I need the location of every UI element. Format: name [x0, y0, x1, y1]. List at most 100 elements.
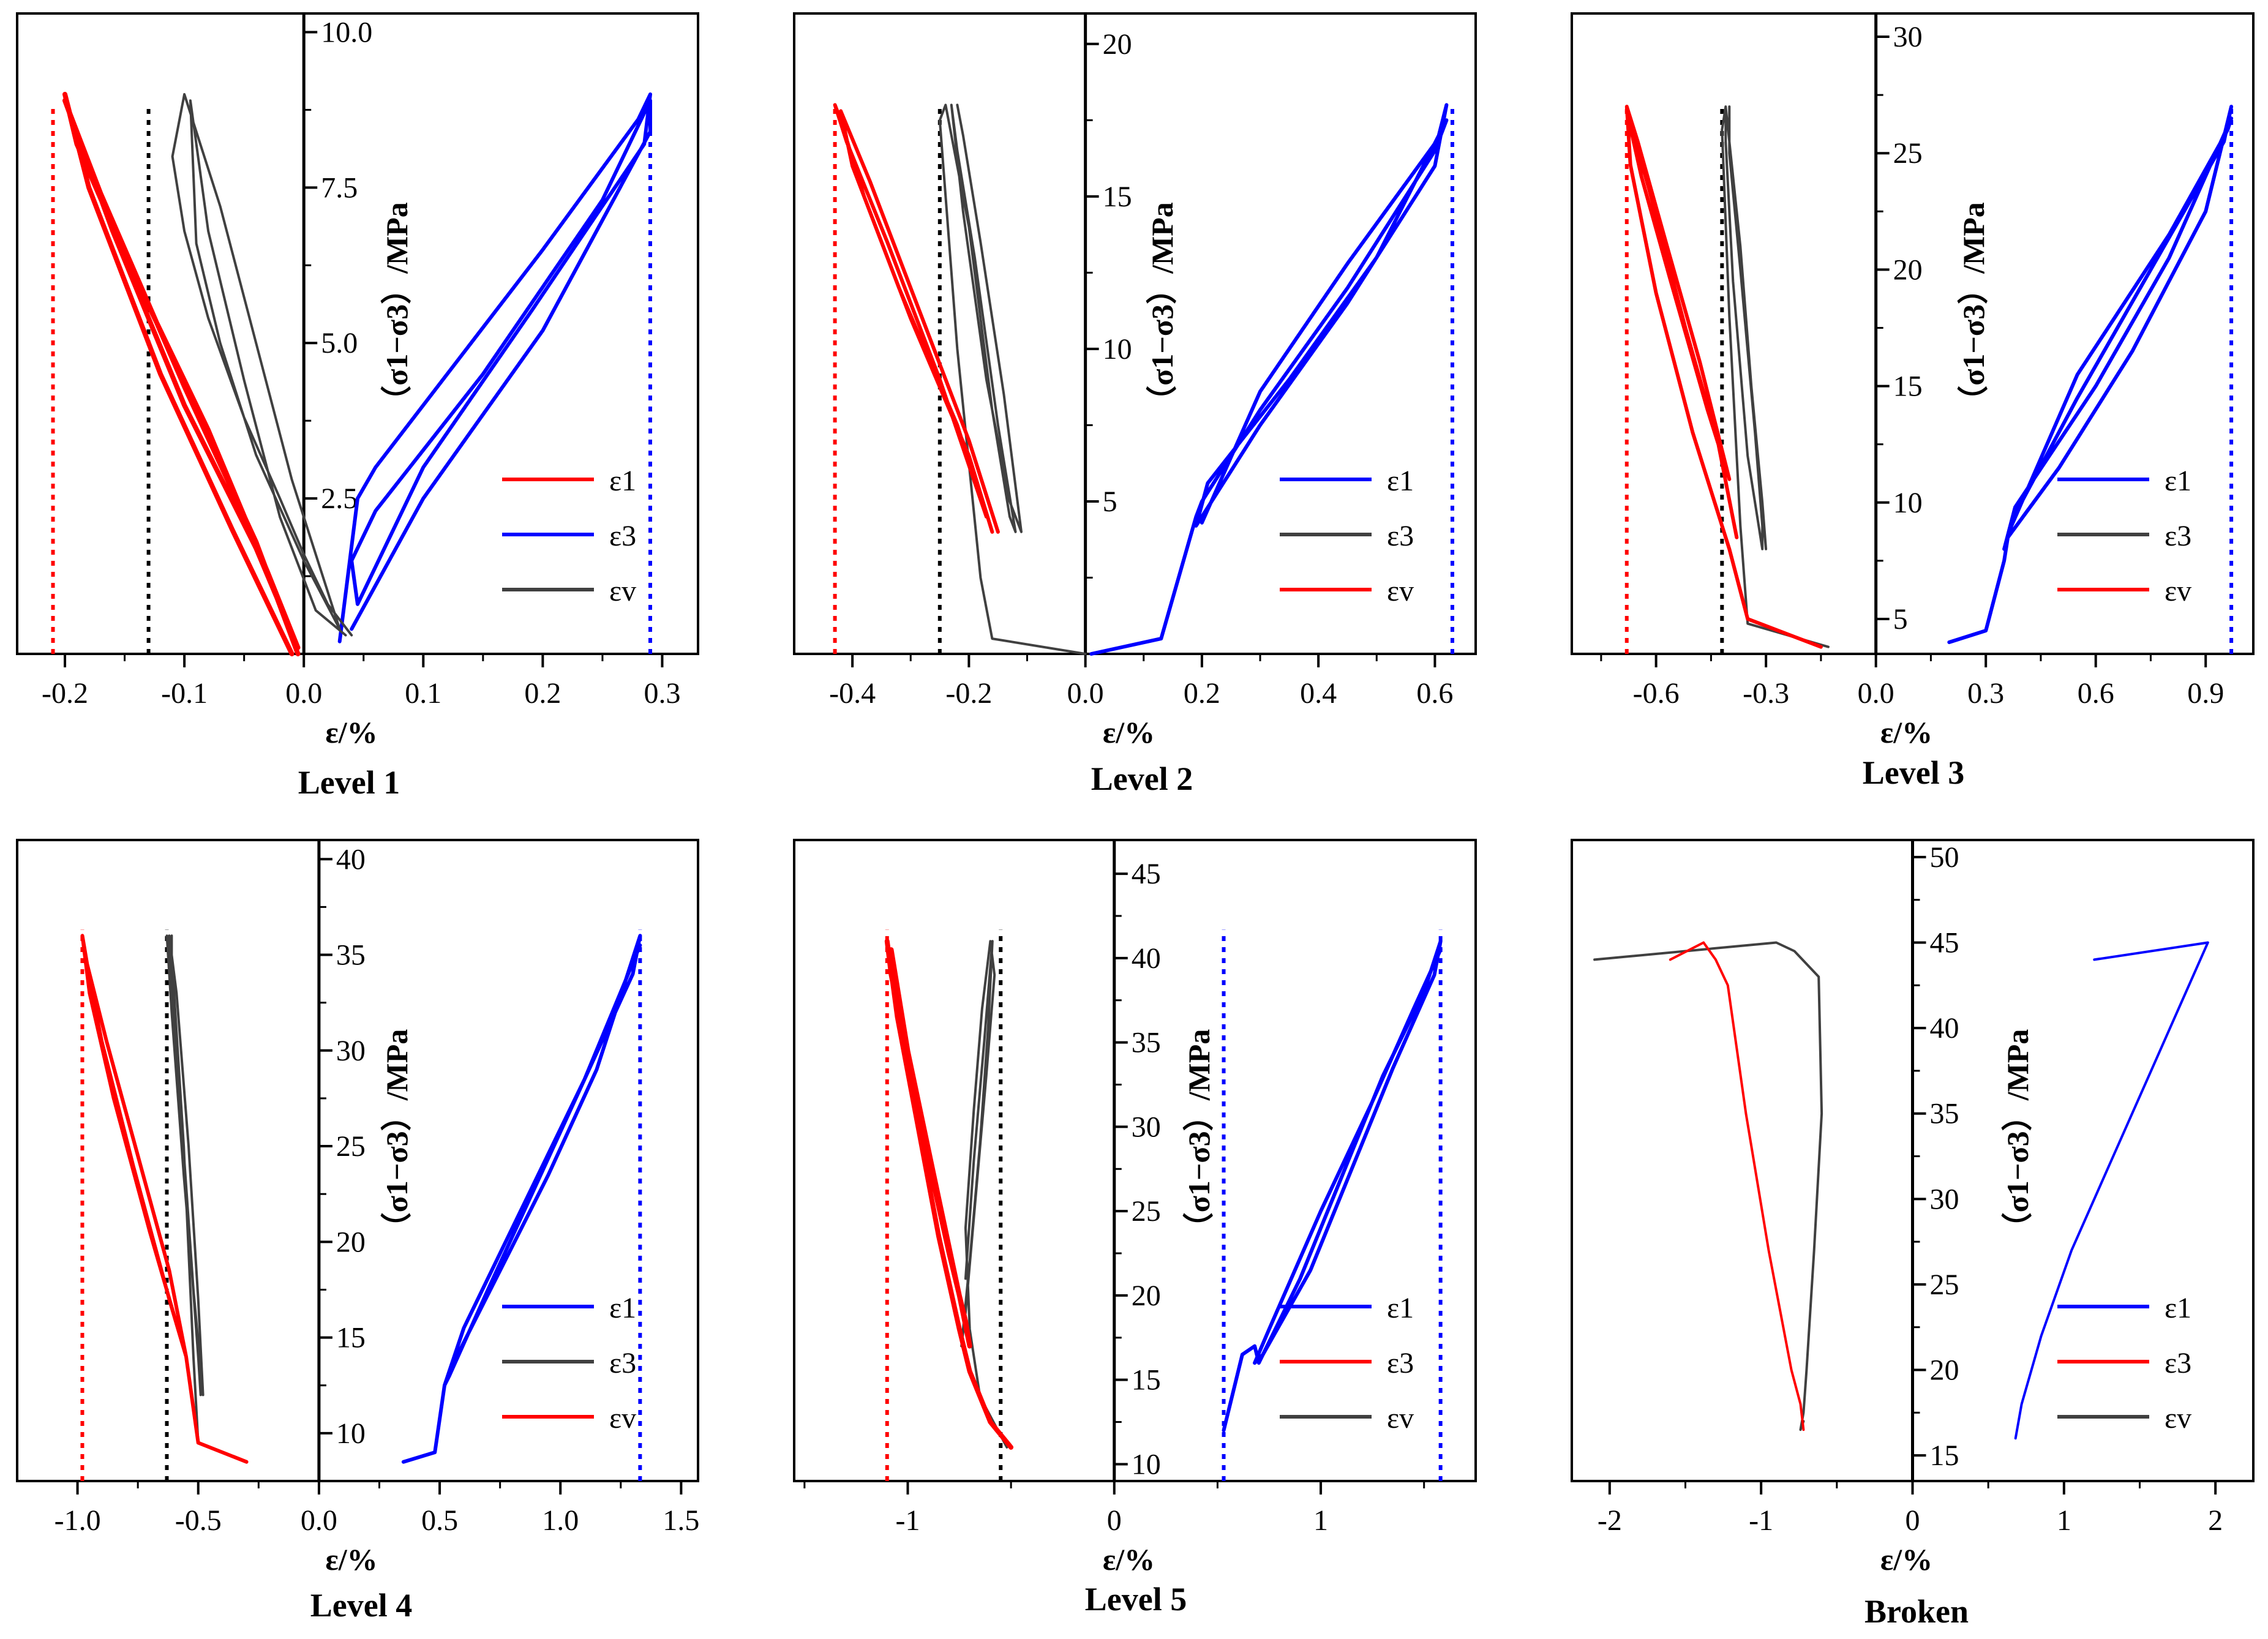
legend-label: εv: [2165, 575, 2191, 607]
chart-panel-6: -2 -1 0 1 2 15 20 25 30 35 40 45 50 （σ1−σ3）/MPa ε/% Bro…: [1571, 839, 2255, 1630]
y-axis-label: （σ1−σ3）/MPa: [380, 1029, 414, 1243]
series-line-3: [833, 103, 1000, 534]
series-line-1: [1089, 103, 1449, 656]
legend-label: ε1: [609, 465, 636, 497]
panel-title: Level 4: [310, 1587, 412, 1624]
legend-label: ε3: [1387, 1347, 1414, 1379]
chart-panel-1: -0.2 -0.1 0.0 0.1 0.2 0.3 2.5 5.0 7.5 10.0 （σ1−σ3）…: [16, 12, 699, 801]
panel-title: Level 3: [1863, 754, 1964, 791]
x-axis-label: ε/%: [1880, 715, 1932, 749]
x-tick-label: -1: [1749, 1504, 1773, 1537]
y-tick-label: 10: [1132, 1448, 1161, 1480]
legend-label: ε1: [2165, 1292, 2191, 1324]
y-tick-label: 40: [336, 843, 366, 876]
y-tick-label: 35: [1930, 1098, 1959, 1130]
x-tick-label: 0.0: [1067, 677, 1104, 710]
x-tick-label: -0.6: [1633, 677, 1680, 710]
x-tick-label: 0.1: [405, 677, 441, 710]
x-axis-label: ε/%: [1880, 1542, 1932, 1577]
legend-label: ε3: [609, 1347, 636, 1379]
y-tick-label: 2.5: [321, 482, 358, 515]
x-tick-label: 0: [1906, 1504, 1920, 1537]
y-tick-label: 20: [1132, 1280, 1161, 1312]
legend-label: ε1: [1387, 465, 1414, 497]
y-tick-label: 5.0: [321, 327, 358, 359]
plot-frame: [793, 839, 1477, 1482]
y-tick-label: 35: [336, 939, 366, 972]
x-axis-label: ε/%: [1103, 1542, 1155, 1577]
x-axis-label: ε/%: [1103, 715, 1155, 749]
y-tick-label: 25: [1893, 137, 1923, 170]
x-axis-label: ε/%: [325, 1542, 377, 1577]
y-tick-label: 50: [1930, 841, 1959, 874]
legend-label: ε3: [2165, 1347, 2191, 1379]
y-tick-label: 20: [1103, 28, 1132, 61]
x-tick-label: 0.0: [301, 1504, 337, 1537]
panel-title: Level 1: [298, 764, 400, 801]
series-line-2: [1721, 105, 1830, 648]
series-line-1: [337, 92, 652, 643]
y-tick-label: 10: [1103, 333, 1132, 366]
x-tick-label: 0: [1107, 1504, 1122, 1537]
plot-frame: [16, 839, 699, 1482]
x-tick-label: 0.9: [2187, 677, 2224, 710]
x-tick-label: -0.5: [175, 1504, 222, 1537]
series-line-2: [165, 934, 248, 1463]
series-line-1: [2014, 941, 2209, 1440]
legend-label: εv: [2165, 1402, 2191, 1435]
series-line-1: [1222, 939, 1443, 1433]
y-tick-label: 7.5: [321, 171, 358, 204]
x-tick-label: 0.2: [524, 677, 561, 710]
series-line-3: [62, 92, 301, 656]
legend-label: ε3: [1387, 520, 1414, 552]
series-line-2: [1593, 941, 1823, 1431]
x-tick-label: 1: [1313, 1504, 1328, 1537]
series-line-3: [884, 939, 1014, 1450]
plot-frame: [793, 12, 1477, 655]
x-tick-label: 0.4: [1300, 677, 1337, 710]
x-tick-label: 0.6: [2078, 677, 2114, 710]
x-tick-label: -1: [896, 1504, 920, 1537]
chart-panel-3: -0.6 -0.3 0.0 0.3 0.6 0.9 5 10 15 20 25 30 （σ1−σ3）/M…: [1571, 12, 2255, 791]
series-line-1: [401, 934, 642, 1464]
y-axis-label: （σ1−σ3）/MPa: [1145, 202, 1179, 416]
legend-label: ε1: [1387, 1292, 1414, 1324]
x-tick-label: 0.0: [1858, 677, 1894, 710]
legend-label: εv: [1387, 575, 1414, 607]
x-tick-label: 1: [2057, 1504, 2071, 1537]
y-tick-label: 45: [1930, 927, 1959, 959]
x-tick-label: 0.5: [421, 1504, 458, 1537]
x-tick-label: -1.0: [54, 1504, 101, 1537]
y-tick-label: 40: [1930, 1012, 1959, 1045]
series-line-2: [171, 93, 353, 637]
series-line-3: [1624, 105, 1823, 649]
x-tick-label: -0.4: [829, 677, 876, 710]
series-line-2: [960, 940, 1008, 1449]
x-tick-label: 0.0: [285, 677, 322, 710]
legend-label: ε1: [2165, 465, 2191, 497]
series-line-3: [80, 934, 249, 1464]
legend-label: εv: [609, 1402, 636, 1435]
x-tick-label: 2: [2208, 1504, 2223, 1537]
x-tick-label: -0.2: [42, 677, 88, 710]
panel-title: Broken: [1864, 1593, 1969, 1630]
x-tick-label: -0.1: [161, 677, 208, 710]
x-tick-label: -0.3: [1743, 677, 1789, 710]
x-tick-label: 0.3: [644, 677, 680, 710]
y-tick-label: 20: [336, 1226, 366, 1258]
x-tick-label: -2: [1598, 1504, 1622, 1537]
y-tick-label: 15: [1132, 1364, 1161, 1397]
y-tick-label: 20: [1893, 253, 1923, 286]
y-tick-label: 15: [1893, 370, 1923, 403]
series-line-2: [938, 103, 1087, 655]
y-tick-label: 30: [1893, 21, 1923, 53]
y-axis-label: （σ1−σ3）/MPa: [1956, 202, 1991, 416]
y-axis-label: （σ1−σ3）/MPa: [1182, 1029, 1216, 1243]
y-tick-label: 20: [1930, 1354, 1959, 1387]
x-tick-label: -0.2: [945, 677, 992, 710]
y-axis-label: （σ1−σ3）/MPa: [380, 202, 414, 416]
x-tick-label: 1.5: [663, 1504, 699, 1537]
y-axis-label: （σ1−σ3）/MPa: [2000, 1029, 2035, 1243]
y-tick-label: 5: [1103, 486, 1117, 518]
